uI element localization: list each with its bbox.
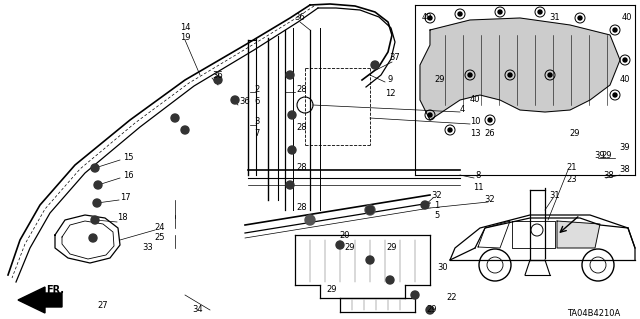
Circle shape: [231, 96, 239, 104]
Text: 16: 16: [123, 170, 133, 180]
Circle shape: [426, 306, 434, 314]
Circle shape: [286, 181, 294, 189]
Text: 32: 32: [484, 196, 495, 204]
Text: 11: 11: [473, 183, 483, 192]
Text: 24: 24: [155, 224, 165, 233]
Text: 19: 19: [180, 33, 190, 42]
Text: 38: 38: [620, 166, 630, 174]
Text: 17: 17: [120, 192, 131, 202]
Circle shape: [613, 28, 617, 32]
Circle shape: [288, 111, 296, 119]
Text: 5: 5: [435, 211, 440, 219]
Text: 6: 6: [254, 98, 260, 107]
Text: 14: 14: [180, 24, 190, 33]
Circle shape: [421, 201, 429, 209]
Text: 29: 29: [387, 243, 397, 253]
Text: 8: 8: [476, 170, 481, 180]
Circle shape: [181, 126, 189, 134]
Text: 23: 23: [566, 175, 577, 184]
Text: 39: 39: [595, 151, 605, 160]
Text: 36: 36: [212, 70, 223, 79]
Circle shape: [613, 93, 617, 97]
Text: 13: 13: [470, 130, 480, 138]
Circle shape: [448, 128, 452, 132]
Text: 28: 28: [297, 164, 307, 173]
Circle shape: [94, 181, 102, 189]
Circle shape: [623, 58, 627, 62]
Circle shape: [411, 291, 419, 299]
Text: 39: 39: [620, 144, 630, 152]
Text: 31: 31: [550, 13, 560, 23]
Circle shape: [488, 118, 492, 122]
Circle shape: [508, 73, 512, 77]
Text: 37: 37: [390, 54, 401, 63]
Circle shape: [498, 10, 502, 14]
Circle shape: [91, 216, 99, 224]
Circle shape: [93, 199, 101, 207]
Circle shape: [91, 164, 99, 172]
Text: 29: 29: [427, 306, 437, 315]
Text: 12: 12: [385, 88, 396, 98]
Text: 29: 29: [345, 243, 355, 253]
Circle shape: [371, 61, 379, 69]
Text: 29: 29: [570, 129, 580, 137]
Text: 40: 40: [422, 13, 432, 23]
Text: 40: 40: [621, 13, 632, 23]
Text: 28: 28: [297, 204, 307, 212]
Circle shape: [89, 234, 97, 242]
Text: 15: 15: [123, 153, 133, 162]
Text: 27: 27: [98, 300, 108, 309]
Text: 36: 36: [294, 13, 305, 23]
Text: 34: 34: [193, 306, 204, 315]
Text: 29: 29: [327, 286, 337, 294]
Circle shape: [428, 113, 432, 117]
Text: 40: 40: [470, 95, 480, 105]
Text: 22: 22: [447, 293, 457, 302]
Circle shape: [366, 206, 374, 214]
Text: 26: 26: [484, 129, 495, 137]
Text: 9: 9: [387, 76, 392, 85]
Text: 21: 21: [567, 164, 577, 173]
Polygon shape: [18, 287, 62, 313]
Text: 29: 29: [602, 151, 612, 160]
Text: 25: 25: [155, 234, 165, 242]
Circle shape: [286, 71, 294, 79]
Circle shape: [214, 76, 222, 84]
Text: TA04B4210A: TA04B4210A: [567, 308, 620, 317]
Circle shape: [171, 114, 179, 122]
Circle shape: [336, 241, 344, 249]
Circle shape: [305, 215, 315, 225]
Text: 3: 3: [254, 117, 260, 127]
Circle shape: [548, 73, 552, 77]
Text: FR.: FR.: [46, 285, 64, 295]
Circle shape: [458, 12, 462, 16]
Text: 28: 28: [297, 123, 307, 132]
Text: 33: 33: [143, 243, 154, 253]
Text: 28: 28: [297, 85, 307, 94]
Text: 31: 31: [550, 190, 560, 199]
Text: 29: 29: [435, 76, 445, 85]
Circle shape: [288, 146, 296, 154]
Text: 7: 7: [254, 130, 260, 138]
Polygon shape: [557, 221, 600, 248]
Text: 1: 1: [435, 201, 440, 210]
Text: 30: 30: [438, 263, 448, 272]
Text: 40: 40: [620, 76, 630, 85]
Circle shape: [578, 16, 582, 20]
Text: 2: 2: [254, 85, 260, 94]
Circle shape: [366, 256, 374, 264]
Text: 20: 20: [340, 231, 350, 240]
Text: 32: 32: [432, 191, 442, 201]
Circle shape: [386, 276, 394, 284]
Text: 38: 38: [604, 170, 614, 180]
Text: 36: 36: [239, 98, 250, 107]
Text: 4: 4: [460, 106, 465, 115]
Text: 10: 10: [470, 117, 480, 127]
Circle shape: [428, 16, 432, 20]
Circle shape: [365, 205, 375, 215]
Text: 18: 18: [116, 213, 127, 222]
Circle shape: [468, 73, 472, 77]
Polygon shape: [420, 18, 620, 120]
Circle shape: [538, 10, 542, 14]
